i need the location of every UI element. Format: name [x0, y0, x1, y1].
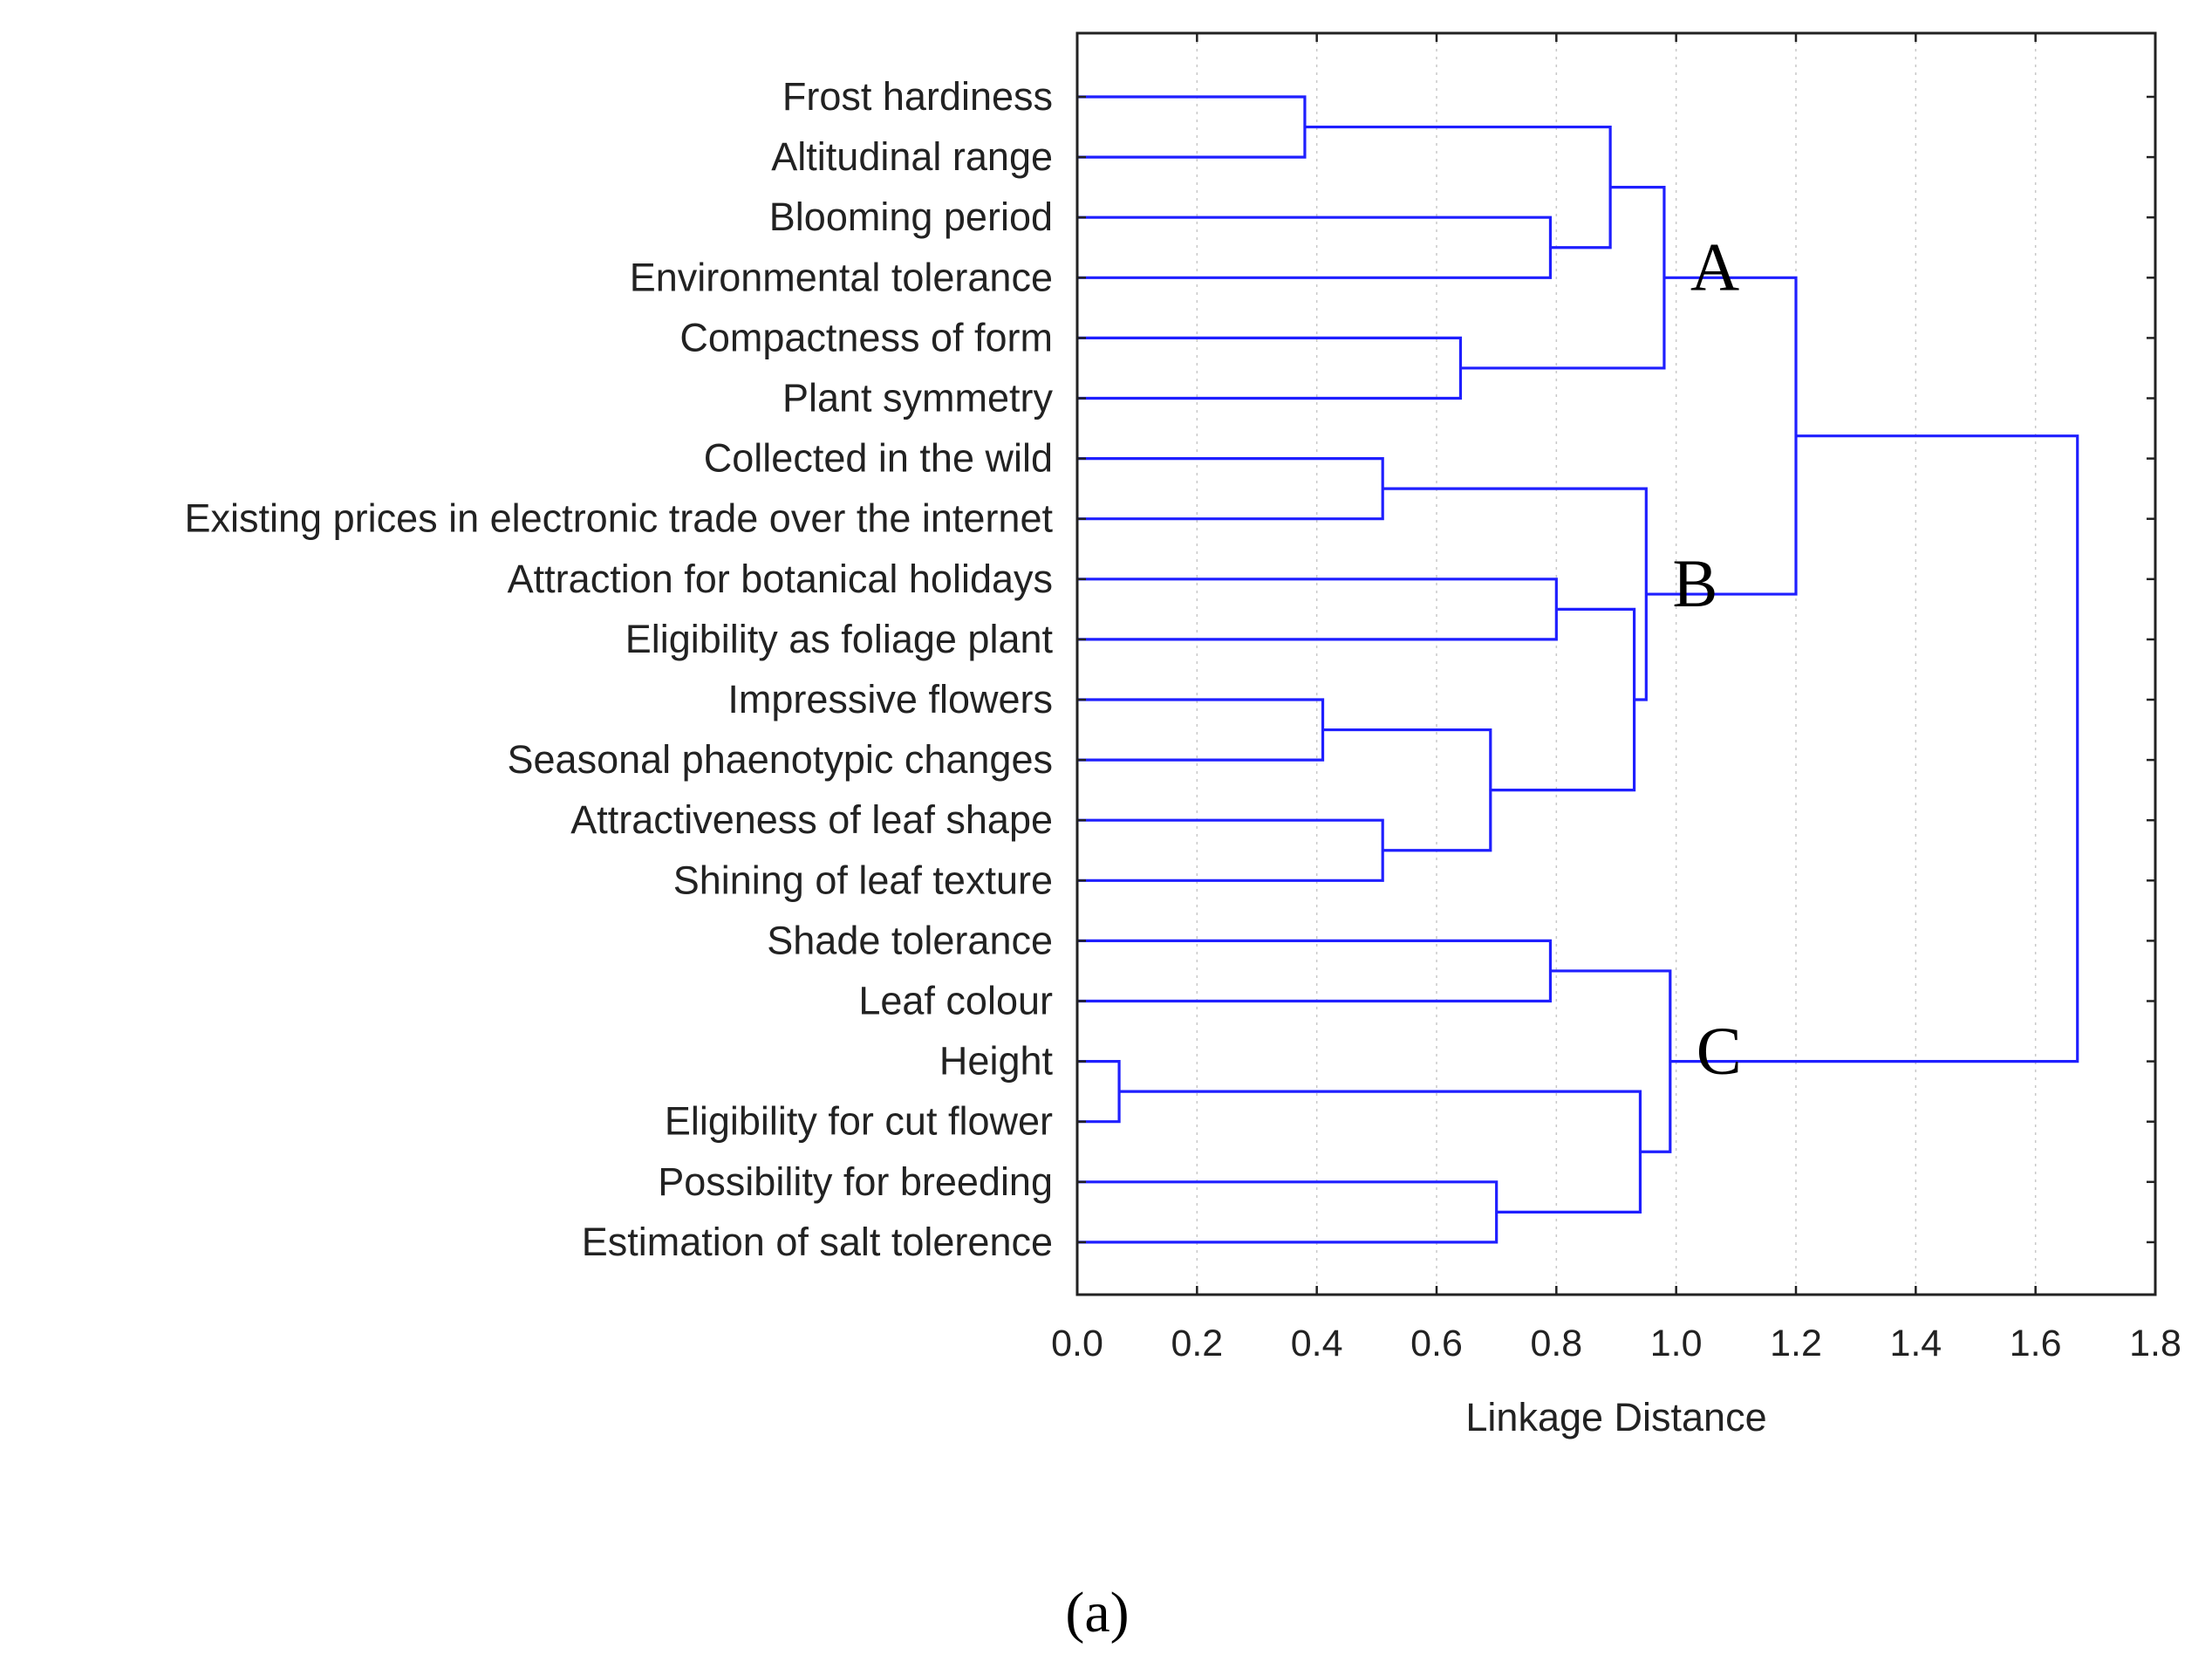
leaf-label: Plant symmetry — [782, 376, 1054, 420]
x-tick-label: 1.8 — [2129, 1323, 2181, 1364]
leaf-label: Eligibility as foliage plant — [625, 617, 1054, 661]
dendrogram-link — [1382, 487, 1648, 701]
leaf-label: Collected in the wild — [704, 436, 1053, 481]
leaf-label: Existing prices in electronic trade over… — [185, 496, 1054, 541]
leaf-label: Altitudinal range — [771, 134, 1053, 179]
x-tick-label: 1.0 — [1650, 1323, 1703, 1364]
dendrogram-link — [1077, 818, 1384, 882]
x-tick-labels: 0.0 0.2 0.4 0.6 0.8 1.0 1.2 1.4 1.6 1.8 — [1051, 1323, 2181, 1364]
plot-frame — [1075, 31, 2157, 1296]
dendrogram-link — [1646, 276, 1798, 596]
cluster-label: B — [1672, 545, 1717, 621]
dendrogram-link — [1077, 457, 1384, 521]
leaf-label: Seasonal phaenotypic changes — [508, 737, 1053, 782]
x-tick-label: 0.4 — [1291, 1323, 1343, 1364]
x-tick-label: 1.6 — [2010, 1323, 2062, 1364]
leaf-label: Impressive flowers — [727, 677, 1053, 721]
x-tick-label: 1.2 — [1770, 1323, 1822, 1364]
dendrogram-tree — [1077, 95, 2079, 1244]
leaf-label: Leaf colour — [858, 979, 1053, 1023]
dendrogram-link — [1077, 939, 1553, 1003]
cluster-label: A — [1690, 229, 1739, 304]
dendrogram-link — [1304, 125, 1612, 250]
dendrogram-link — [1322, 728, 1492, 852]
leaf-label: Compactness of form — [679, 315, 1053, 359]
leaf-label: Attractiveness of leaf shape — [570, 797, 1053, 842]
dendrogram-link — [1077, 698, 1325, 762]
dendrogram-link — [1077, 336, 1463, 400]
dendrogram-link — [1550, 969, 1672, 1153]
cluster-labels: A B C — [1672, 229, 1741, 1088]
leaf-label: Shining of leaf texture — [673, 858, 1053, 902]
leaf-label: Blooming period — [769, 195, 1053, 239]
dendrogram-link — [1669, 434, 2079, 1063]
leaf-label: Eligibility for cut flower — [665, 1099, 1053, 1144]
dendrogram-link — [1490, 607, 1636, 792]
gridlines — [1196, 33, 2037, 1295]
dendrogram-link — [1077, 215, 1553, 279]
dendrogram-link — [1077, 578, 1558, 641]
dendrogram-link — [1460, 186, 1666, 370]
panel-caption: (a) — [1065, 1581, 1129, 1644]
x-tick-label: 1.4 — [1889, 1323, 1942, 1364]
dendrogram-link — [1077, 95, 1307, 159]
leaf-label: Attraction for botanical holidays — [508, 557, 1053, 601]
x-tick-label: 0.0 — [1051, 1323, 1103, 1364]
x-tick-label: 0.2 — [1171, 1323, 1223, 1364]
leaf-label: Estimation of salt tolerence — [582, 1220, 1053, 1264]
x-tick-label: 0.8 — [1530, 1323, 1582, 1364]
leaf-label: Environmental tolerance — [630, 255, 1053, 299]
axis-ticks — [1075, 33, 2157, 1295]
dendrogram-link — [1077, 1060, 1121, 1124]
leaf-label: Shade tolerance — [767, 918, 1053, 962]
x-axis-title: Linkage Distance — [1465, 1395, 1766, 1439]
x-tick-label: 0.6 — [1410, 1323, 1463, 1364]
leaf-labels: Frost hardiness Altitudinal range Blooming… — [185, 74, 1054, 1264]
dendrogram-link — [1077, 1180, 1499, 1244]
leaf-label: Possibility for breeding — [658, 1159, 1053, 1204]
cluster-label: C — [1697, 1013, 1742, 1089]
leaf-label: Height — [939, 1039, 1054, 1084]
leaf-label: Frost hardiness — [782, 74, 1053, 119]
